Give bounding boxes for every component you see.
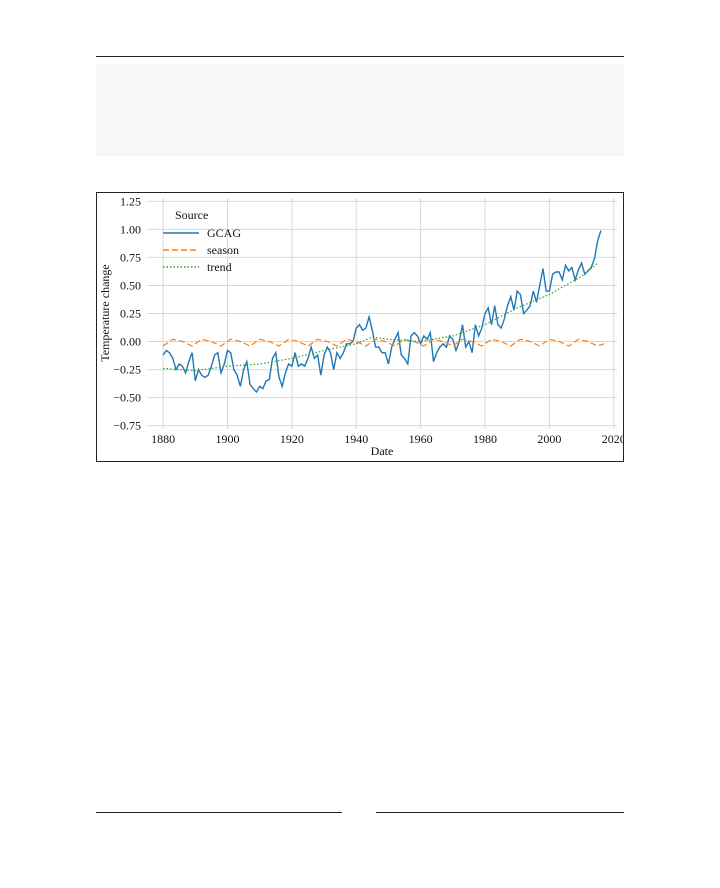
series-line-season <box>162 338 605 347</box>
y-tick-label: −0.75 <box>113 419 141 433</box>
x-tick-label: 2000 <box>537 432 561 446</box>
legend-label-season: season <box>207 243 239 257</box>
x-tick-label: 1920 <box>280 432 304 446</box>
x-tick-label: 2020 <box>602 432 623 446</box>
x-tick-label: 1900 <box>215 432 239 446</box>
y-tick-label: −0.50 <box>113 391 141 405</box>
y-tick-label: 0.75 <box>120 250 141 264</box>
x-tick-label: 1960 <box>409 432 433 446</box>
y-tick-label: 0.00 <box>120 335 141 349</box>
legend-title: Source <box>175 208 208 222</box>
y-tick-label: 0.50 <box>120 278 141 292</box>
x-tick-label: 1980 <box>473 432 497 446</box>
y-tick-label: 1.00 <box>120 222 141 236</box>
legend: Source GCAG season trend <box>163 208 241 274</box>
y-tick-label: −0.25 <box>113 363 141 377</box>
legend-label-trend: trend <box>207 260 232 274</box>
series-line-trend <box>163 262 599 372</box>
x-axis-label: Date <box>371 444 394 458</box>
footer-rule-left <box>96 812 342 813</box>
footer-rule-right <box>376 812 624 813</box>
code-block <box>96 64 624 156</box>
legend-label-gcag: GCAG <box>207 226 241 240</box>
y-tick-label: 0.25 <box>120 307 141 321</box>
y-tick-label: 1.25 <box>120 194 141 208</box>
y-tick-labels: −0.75 −0.50 −0.25 0.00 0.25 0.50 0.75 1.00 1.25 <box>113 194 141 432</box>
y-axis-label: Temperature change <box>98 264 112 361</box>
x-tick-label: 1940 <box>344 432 368 446</box>
x-tick-label: 1880 <box>151 432 175 446</box>
series-group <box>162 230 605 394</box>
series-line-gcag <box>162 230 602 394</box>
grid <box>147 198 617 429</box>
x-tick-labels: 1880 1900 1920 1940 1960 1980 2000 2020 <box>151 432 626 446</box>
chart-figure: 1880 1900 1920 1940 1960 1980 2000 2020 −0.75 −0… <box>96 192 626 462</box>
header-rule <box>96 56 624 57</box>
line-chart: 1880 1900 1920 1940 1960 1980 2000 2020 −0.75−0… <box>98 194 626 458</box>
